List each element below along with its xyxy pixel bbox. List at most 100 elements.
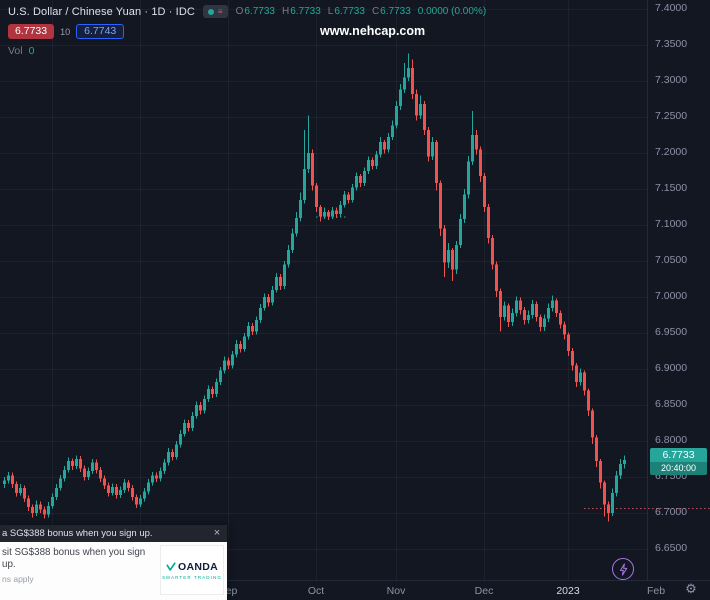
candle bbox=[335, 207, 338, 218]
candle bbox=[159, 467, 162, 482]
candle bbox=[119, 486, 122, 498]
ad-offer-text: sit SG$388 bonus when you sign up. bbox=[2, 547, 146, 571]
candle bbox=[351, 183, 354, 203]
candle bbox=[67, 457, 70, 473]
candle bbox=[467, 155, 470, 199]
candle bbox=[531, 299, 534, 319]
candle bbox=[371, 157, 374, 170]
candle bbox=[359, 173, 362, 187]
low-value: 6.7733 bbox=[334, 6, 365, 17]
candle bbox=[307, 115, 310, 174]
candle bbox=[443, 224, 446, 277]
high-label: H bbox=[281, 6, 290, 17]
candle bbox=[463, 188, 466, 223]
candle bbox=[559, 310, 562, 329]
candle bbox=[215, 378, 218, 398]
candle bbox=[39, 501, 42, 513]
candle bbox=[91, 458, 94, 475]
candle bbox=[287, 245, 290, 268]
candle bbox=[207, 385, 210, 403]
legend-toggle-pill[interactable]: ≡ bbox=[202, 5, 228, 18]
buy-price-button[interactable]: 6.7743 bbox=[76, 24, 125, 39]
candle bbox=[103, 475, 106, 490]
candle bbox=[51, 493, 54, 509]
candle bbox=[151, 471, 154, 486]
close-value: 6.7733 bbox=[380, 6, 411, 17]
candle bbox=[367, 156, 370, 174]
candle bbox=[179, 430, 182, 448]
candle bbox=[227, 357, 230, 369]
oanda-tagline: SMARTER TRADING bbox=[162, 574, 222, 580]
price-tick-label: 6.7000 bbox=[655, 506, 688, 519]
candle bbox=[235, 340, 238, 358]
candle bbox=[19, 484, 22, 496]
candle bbox=[231, 350, 234, 369]
legend-row-volume: Vol 0 bbox=[8, 45, 486, 57]
watermark: www.nehcap.com bbox=[320, 24, 426, 38]
price-tick-label: 6.6500 bbox=[655, 542, 688, 555]
menu-icon: ≡ bbox=[217, 7, 223, 16]
candle bbox=[115, 484, 118, 499]
sell-price-button[interactable]: 6.7733 bbox=[8, 24, 55, 39]
candle bbox=[319, 204, 322, 222]
candle bbox=[527, 310, 530, 324]
candle bbox=[7, 471, 10, 484]
candle bbox=[251, 322, 254, 336]
candle bbox=[267, 294, 270, 307]
candle bbox=[591, 408, 594, 444]
candle bbox=[47, 502, 50, 518]
candle bbox=[587, 388, 590, 416]
candle bbox=[603, 480, 606, 517]
time-tick-label: Nov bbox=[386, 585, 406, 597]
ad-overlay: a SG$388 bonus when you sign up. × sit S… bbox=[0, 525, 227, 600]
close-icon[interactable]: × bbox=[213, 527, 221, 539]
ohlc-values: O 6.7733 H 6.7733 L 6.7733 C 6.7733 0.0000 (… bbox=[236, 6, 487, 17]
spread-value: 10 bbox=[60, 26, 71, 37]
candle bbox=[459, 214, 462, 249]
candle bbox=[247, 322, 250, 340]
candle bbox=[595, 435, 598, 467]
high-value: 6.7733 bbox=[290, 6, 321, 17]
time-tick-label: 2023 bbox=[556, 585, 580, 597]
candle bbox=[407, 53, 410, 81]
candle bbox=[131, 484, 134, 501]
candlestick-chart[interactable] bbox=[0, 0, 710, 580]
candle bbox=[551, 295, 554, 312]
candle bbox=[543, 314, 546, 331]
candle bbox=[571, 348, 574, 371]
candle bbox=[419, 95, 422, 120]
oanda-mark-icon bbox=[166, 561, 176, 571]
candle bbox=[403, 62, 406, 94]
candle bbox=[311, 149, 314, 191]
candle bbox=[15, 481, 18, 497]
candle bbox=[427, 127, 430, 162]
candle bbox=[71, 458, 74, 470]
price-tick-label: 6.8500 bbox=[655, 398, 688, 411]
candle bbox=[99, 466, 102, 483]
candle bbox=[327, 209, 330, 220]
candle bbox=[523, 307, 526, 325]
boost-button[interactable] bbox=[612, 558, 634, 580]
time-tick-label: Feb bbox=[646, 585, 666, 597]
candle bbox=[11, 472, 14, 488]
candle bbox=[431, 137, 434, 161]
visibility-dot-icon bbox=[207, 8, 214, 15]
settings-gear-icon[interactable]: ⚙ bbox=[685, 581, 697, 596]
candle bbox=[607, 501, 610, 522]
candle bbox=[611, 488, 614, 516]
candle bbox=[27, 495, 30, 511]
candle bbox=[303, 129, 306, 204]
candle bbox=[63, 466, 66, 482]
candle bbox=[275, 273, 278, 293]
symbol-title[interactable]: U.S. Dollar / Chinese Yuan · 1D · IDC bbox=[8, 5, 195, 18]
candle bbox=[83, 465, 86, 481]
price-tick-label: 7.3000 bbox=[655, 74, 688, 87]
price-axis[interactable]: 6.7733 20:40:00 7.4000 7.3500 7.3000 7.2500… bbox=[647, 0, 710, 580]
candle bbox=[339, 201, 342, 218]
candle bbox=[139, 494, 142, 508]
candle bbox=[135, 494, 138, 508]
candle bbox=[323, 207, 326, 220]
candle bbox=[503, 301, 506, 321]
candle bbox=[79, 456, 82, 472]
candle bbox=[363, 167, 366, 187]
